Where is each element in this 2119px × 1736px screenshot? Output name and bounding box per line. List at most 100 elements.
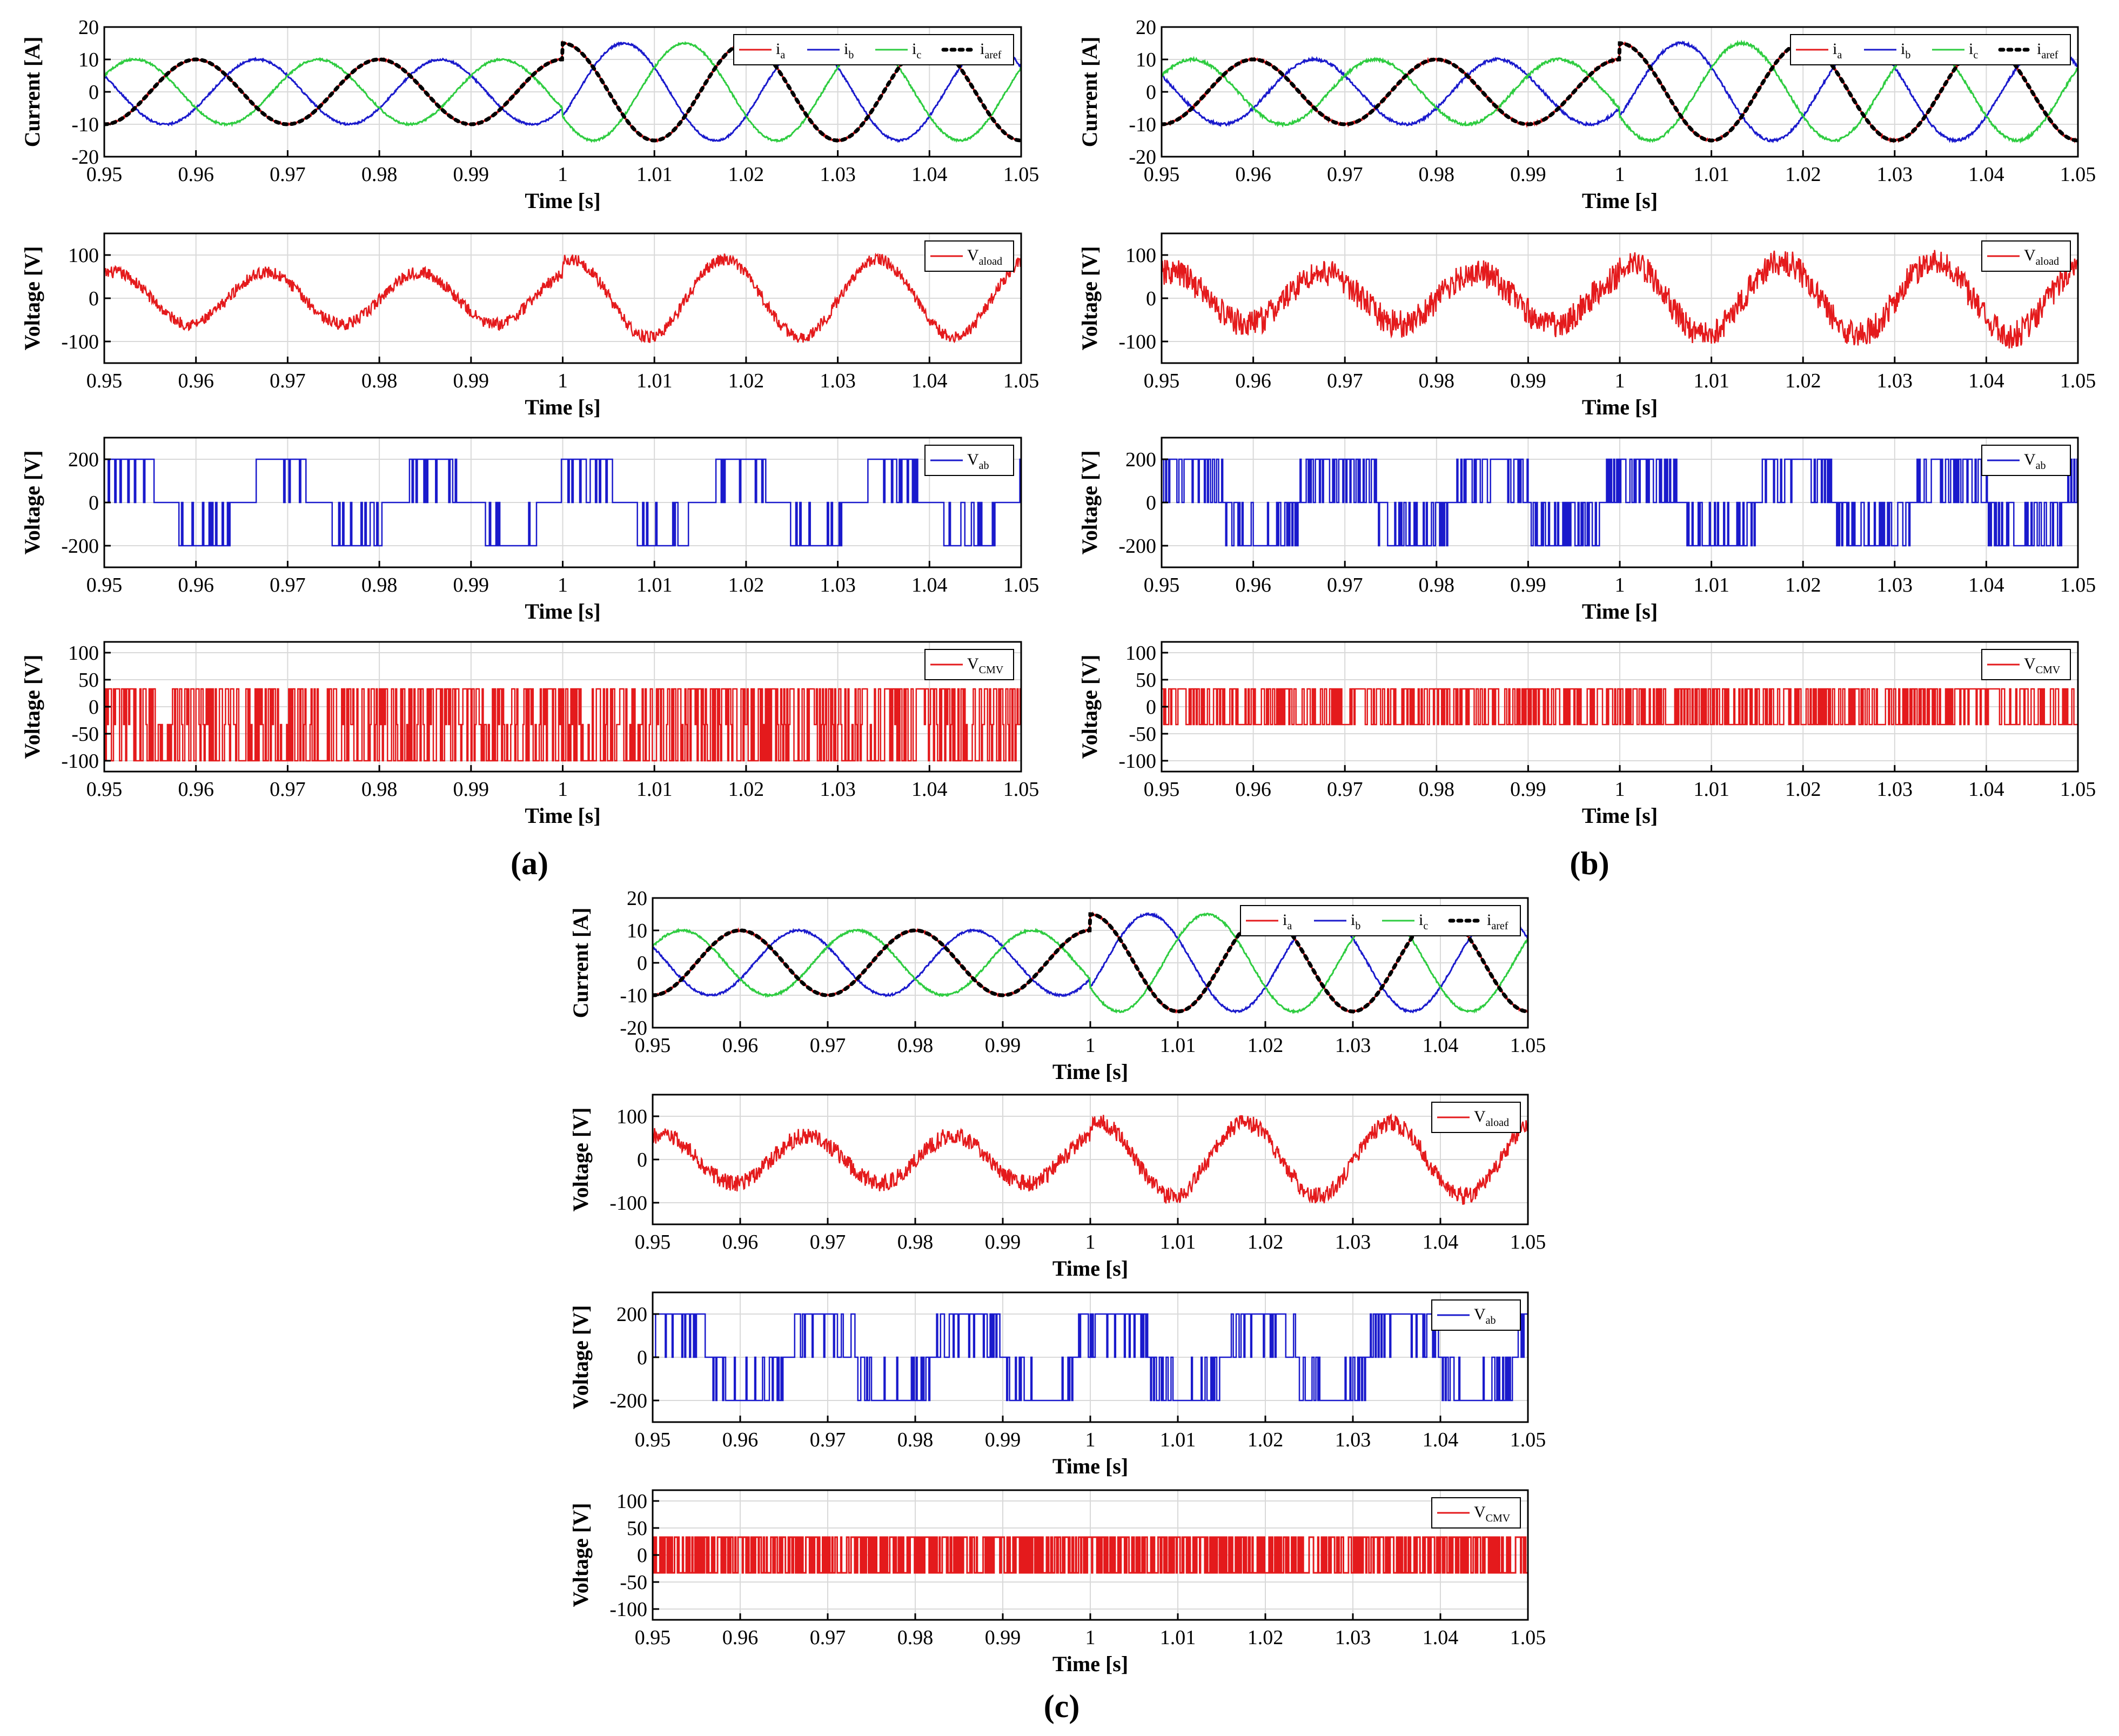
- x-axis-label: Time [s]: [1582, 803, 1658, 828]
- y-axis-label: Current [A]: [20, 37, 44, 148]
- legend-label-V_ab: Vab: [1474, 1305, 1496, 1326]
- x-tick-label: 0.99: [985, 1626, 1021, 1649]
- series-layer: [653, 1536, 1528, 1574]
- x-axis-label: Time [s]: [1052, 1454, 1128, 1478]
- x-tick-label: 0.99: [985, 1429, 1021, 1451]
- series-layer: [104, 458, 1021, 547]
- x-axis-label: Time [s]: [525, 189, 600, 213]
- chart-c-2: 0.95 0.96 0.97 0.98 0.99 1 1.01 1.02 1.03 1.04 1.0…: [568, 1291, 1546, 1478]
- series-layer: [1162, 39, 2078, 144]
- y-tick-label: 20: [1136, 16, 1156, 39]
- x-tick-label: 0.97: [810, 1231, 846, 1254]
- y-axis-label: Voltage [V]: [1077, 451, 1102, 555]
- y-tick-label: 0: [89, 696, 99, 719]
- y-tick-label: -50: [1129, 723, 1156, 746]
- y-tick-label: -10: [1129, 113, 1156, 136]
- x-tick-label: 1.03: [1877, 163, 1913, 186]
- x-tick-label: 0.97: [1327, 574, 1363, 596]
- x-tick-label: 1.03: [1335, 1429, 1371, 1451]
- series-line-V_ab: [653, 1313, 1528, 1402]
- legend-label-subscript: a: [1287, 920, 1292, 932]
- y-axis-label: Current [A]: [1077, 37, 1102, 148]
- x-tick-label: 1.03: [820, 370, 856, 392]
- y-tick-label: 0: [637, 1346, 647, 1369]
- legend: VCMV: [924, 649, 1014, 680]
- x-tick-label: 0.95: [635, 1626, 671, 1649]
- y-axis-label: Voltage [V]: [20, 655, 44, 759]
- series-layer: [653, 911, 1528, 1015]
- x-axis-label: Time [s]: [525, 395, 600, 419]
- y-tick-label: 100: [68, 642, 99, 665]
- legend: ia ib ic iaref: [733, 34, 1014, 65]
- legend-label-subscript: ab: [1486, 1315, 1496, 1326]
- y-axis-label: Current [A]: [568, 908, 593, 1018]
- x-tick-label: 1.01: [636, 163, 673, 186]
- series-layer: [653, 1113, 1528, 1205]
- x-tick-label: 0.98: [897, 1626, 934, 1649]
- legend-label-subscript: CMV: [1486, 1512, 1511, 1524]
- y-tick-label: -100: [609, 1192, 647, 1215]
- y-tick-label: -200: [61, 535, 99, 558]
- series-layer: [653, 1313, 1528, 1402]
- x-tick-label: 0.98: [1419, 163, 1455, 186]
- chart-b-3: 0.95 0.96 0.97 0.98 0.99 1 1.01 1.02 1.03 1.04 1.0…: [1077, 641, 2096, 828]
- x-tick-label: 0.96: [722, 1231, 759, 1254]
- x-axis-label: Time [s]: [1052, 1060, 1128, 1084]
- x-tick-label: 1.02: [1248, 1429, 1284, 1451]
- x-tick-label: 0.97: [270, 778, 306, 801]
- x-tick-label: 0.99: [1510, 574, 1546, 596]
- y-tick-label: -200: [609, 1390, 647, 1412]
- x-tick-label: 0.96: [1235, 370, 1271, 392]
- y-tick-label: 0: [637, 952, 647, 975]
- x-tick-label: 0.99: [1510, 778, 1546, 801]
- x-tick-label: 1.02: [728, 163, 765, 186]
- legend-label-subscript: CMV: [979, 664, 1004, 676]
- x-tick-label: 1.03: [1877, 574, 1913, 596]
- panel-label-b: (b): [1570, 846, 1609, 881]
- legend: Vaload: [1981, 240, 2071, 272]
- legend-label-subscript: aload: [979, 256, 1002, 267]
- x-tick-label: 1.04: [1968, 574, 2004, 596]
- x-tick-label: 1.04: [1423, 1231, 1459, 1254]
- x-tick-label: 1: [1085, 1034, 1096, 1057]
- x-tick-label: 0.99: [1510, 370, 1546, 392]
- y-tick-label: -50: [71, 723, 99, 746]
- series-line-i_aref: [653, 912, 1528, 1014]
- x-tick-label: 0.95: [635, 1034, 671, 1057]
- x-tick-label: 0.95: [1144, 574, 1180, 596]
- x-tick-label: 1.05: [2060, 778, 2096, 801]
- x-tick-label: 0.98: [361, 370, 398, 392]
- y-tick-label: 200: [68, 448, 99, 471]
- x-tick-label: 1: [1615, 370, 1625, 392]
- x-axis-label: Time [s]: [525, 599, 600, 624]
- chart-b-0: 0.95 0.96 0.97 0.98 0.99 1 1.01 1.02 1.03 1.04 1.0…: [1077, 16, 2096, 213]
- x-tick-label: 1.02: [728, 370, 765, 392]
- y-tick-label: -100: [609, 1598, 647, 1621]
- x-tick-label: 0.98: [1419, 574, 1455, 596]
- x-tick-label: 0.99: [453, 778, 489, 801]
- x-tick-label: 1.05: [1510, 1034, 1546, 1057]
- x-tick-label: 1.05: [1003, 574, 1040, 596]
- y-tick-label: 0: [1146, 696, 1156, 719]
- legend-label-subscript: aload: [2036, 256, 2059, 267]
- x-tick-label: 1.01: [636, 778, 673, 801]
- x-tick-label: 1.01: [1693, 574, 1729, 596]
- legend-label-subscript: aref: [984, 49, 1001, 61]
- legend-label-subscript: a: [780, 49, 785, 61]
- x-tick-label: 1: [1615, 778, 1625, 801]
- x-tick-label: 0.97: [810, 1429, 846, 1451]
- x-tick-label: 0.98: [361, 778, 398, 801]
- y-tick-label: -100: [61, 331, 99, 353]
- y-tick-label: 0: [89, 492, 99, 514]
- legend-label-V_ab: Vab: [2024, 451, 2046, 472]
- y-tick-label: 50: [1136, 669, 1156, 692]
- x-tick-label: 0.97: [810, 1626, 846, 1649]
- legend: Vab: [924, 445, 1014, 476]
- chart-b-2: 0.95 0.96 0.97 0.98 0.99 1 1.01 1.02 1.03 1.04 1.0…: [1077, 437, 2096, 624]
- series-line-V_CMV: [104, 688, 1021, 762]
- x-tick-label: 0.99: [985, 1231, 1021, 1254]
- x-tick-label: 0.96: [722, 1429, 759, 1451]
- x-tick-label: 0.99: [985, 1034, 1021, 1057]
- x-tick-label: 1.04: [911, 778, 948, 801]
- x-tick-label: 1.05: [1510, 1626, 1546, 1649]
